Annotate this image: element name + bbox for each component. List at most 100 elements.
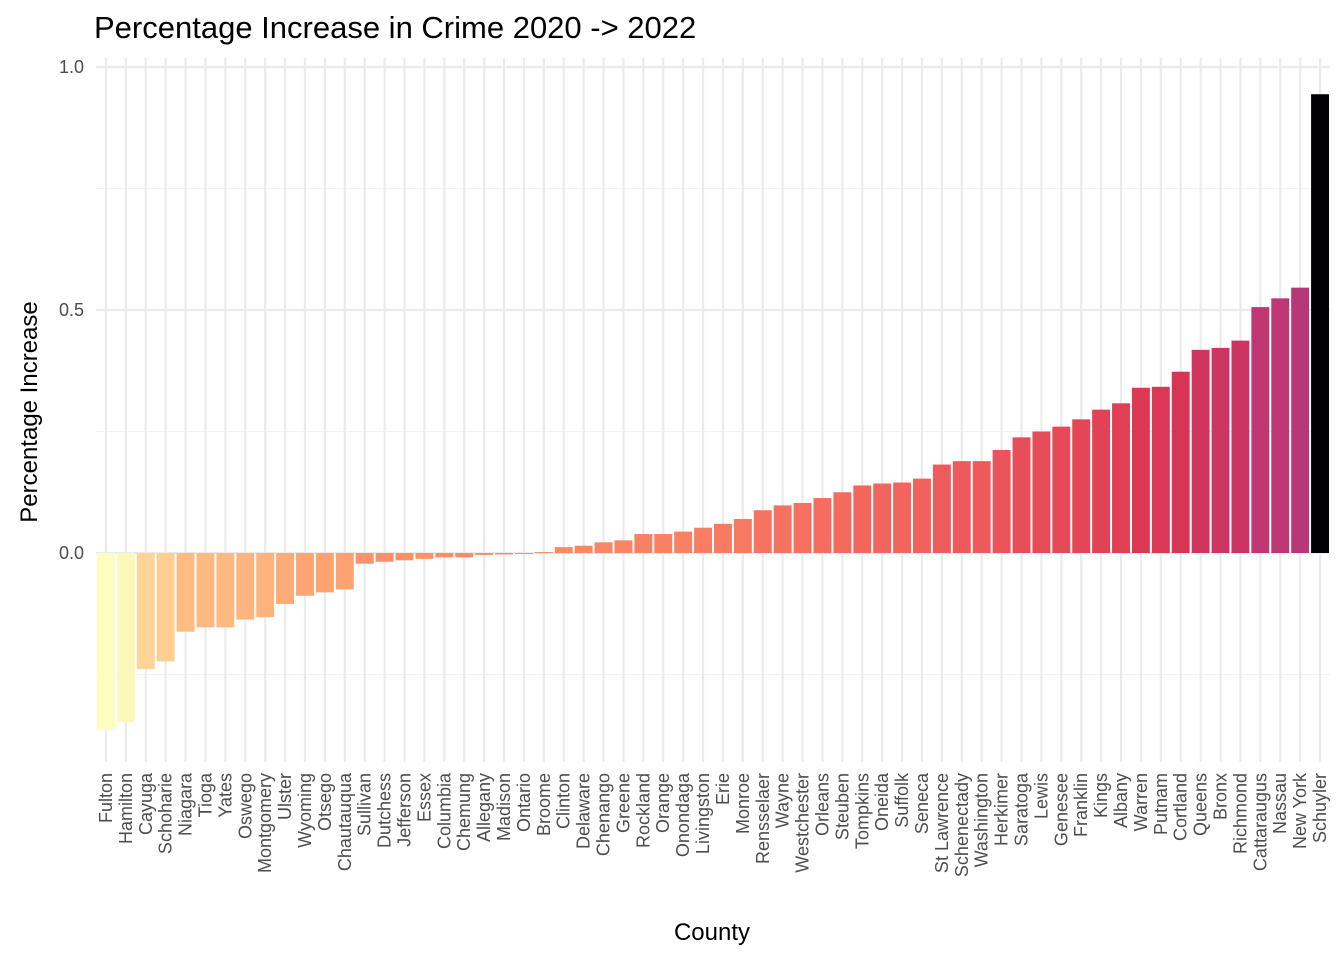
x-tick-label: Orleans: [812, 773, 832, 836]
bar-clinton: [554, 547, 573, 553]
x-tick-label: Herkimer: [992, 773, 1012, 846]
bar-greene: [614, 540, 633, 553]
bar-albany: [1112, 403, 1130, 553]
x-tick-label: St Lawrence: [932, 773, 952, 873]
bar-onondaga: [674, 531, 693, 553]
x-tick-label: Queens: [1191, 773, 1211, 836]
x-tick-label: Wyoming: [295, 773, 315, 848]
bar-chemung: [455, 553, 474, 558]
bar-richmond: [1231, 340, 1250, 553]
x-tick-label: Tioga: [195, 772, 215, 817]
x-tick-label: Rockland: [633, 773, 653, 848]
chart-title: Percentage Increase in Crime 2020 -> 202…: [94, 10, 696, 45]
x-tick-label: Chenango: [594, 773, 614, 856]
x-tick-label: Cayuga: [136, 772, 156, 835]
bar-chenango: [594, 542, 613, 553]
bar-schoharie: [156, 553, 175, 662]
x-tick-label: Sullivan: [355, 773, 375, 836]
x-tick-label: Schenectady: [952, 773, 972, 877]
bar-st-lawrence: [932, 464, 951, 553]
x-tick-label: Montgomery: [255, 773, 275, 873]
x-tick-label: Wayne: [773, 773, 793, 828]
bar-fulton: [97, 553, 115, 730]
bar-jefferson: [395, 553, 414, 561]
bar-montgomery: [256, 553, 275, 618]
x-tick-label: Yates: [215, 773, 235, 818]
bar-tioga: [196, 553, 215, 628]
bar-livingston: [694, 527, 712, 553]
x-tick-label: Ontario: [514, 773, 534, 832]
bar-steuben: [833, 492, 852, 553]
bar-cattaraugus: [1251, 307, 1270, 553]
x-tick-label: Oneida: [872, 772, 892, 831]
x-tick-label: Genesee: [1051, 773, 1071, 846]
bar-oswego: [236, 553, 255, 620]
x-tick-label: Cattaraugus: [1250, 773, 1270, 871]
x-tick-label: Hamilton: [116, 773, 136, 844]
x-tick-label: Schoharie: [156, 773, 176, 854]
x-tick-label: Richmond: [1230, 773, 1250, 854]
x-tick-label: Clinton: [554, 773, 574, 829]
bar-monroe: [733, 518, 752, 553]
bar-ontario: [514, 553, 533, 554]
bar-orleans: [813, 498, 832, 553]
x-tick-label: Tompkins: [852, 773, 872, 849]
y-axis-title: Percentage Increase: [16, 301, 43, 522]
bar-delaware: [574, 545, 593, 553]
x-tick-label: Bronx: [1211, 773, 1231, 820]
bar-bronx: [1211, 347, 1230, 553]
bar-niagara: [176, 553, 195, 632]
bar-kings: [1092, 409, 1111, 553]
x-tick-label: Warren: [1131, 773, 1151, 831]
x-tick-label: Orange: [653, 773, 673, 833]
bar-rockland: [634, 534, 653, 553]
bar-washington: [972, 461, 991, 553]
x-tick-label: Saratoga: [1012, 772, 1032, 846]
x-tick-label: Westchester: [793, 773, 813, 873]
bar-seneca: [913, 478, 931, 553]
x-tick-label: Rensselaer: [753, 773, 773, 864]
x-tick-label: Essex: [414, 773, 434, 822]
x-tick-label: Dutchess: [375, 773, 395, 848]
x-tick-label: Steuben: [832, 773, 852, 840]
bar-tompkins: [853, 485, 872, 553]
bar-rensselaer: [753, 510, 772, 553]
bar-lewis: [1032, 431, 1051, 553]
bar-essex: [415, 553, 434, 559]
x-tick-label: New York: [1290, 772, 1310, 849]
bar-franklin: [1072, 419, 1091, 553]
bar-ulster: [276, 553, 295, 605]
x-tick-label: Fulton: [96, 773, 116, 823]
x-tick-label: Niagara: [176, 772, 196, 836]
bar-nassau: [1271, 298, 1290, 553]
bar-schuyler: [1311, 94, 1329, 553]
bar-cayuga: [136, 553, 155, 670]
x-tick-label: Chemung: [454, 773, 474, 851]
y-tick-label: 0.0: [59, 543, 84, 563]
y-axis-ticks: 0.0 0.5 1.0: [59, 57, 84, 563]
bar-wyoming: [296, 553, 314, 596]
bar-herkimer: [992, 449, 1011, 553]
x-tick-label: Putnam: [1151, 773, 1171, 835]
x-tick-label: Lewis: [1031, 773, 1051, 819]
x-tick-label: Suffolk: [892, 772, 912, 828]
bar-otsego: [315, 553, 334, 593]
x-tick-label: Chautauqua: [335, 772, 355, 871]
bar-yates: [216, 553, 235, 628]
bar-chautauqua: [335, 553, 354, 590]
x-tick-label: Greene: [613, 773, 633, 833]
x-tick-label: Allegany: [474, 773, 494, 842]
x-tick-label: Nassau: [1270, 773, 1290, 834]
x-tick-label: Washington: [972, 773, 992, 867]
x-tick-label: Seneca: [912, 772, 932, 834]
x-tick-label: Ulster: [275, 773, 295, 820]
x-tick-label: Albany: [1111, 773, 1131, 828]
x-axis-title: County: [674, 919, 750, 946]
bar-columbia: [435, 553, 454, 558]
bar-erie: [714, 523, 732, 553]
bar-orange: [654, 534, 673, 553]
y-tick-label: 1.0: [59, 57, 84, 77]
bar-madison: [495, 553, 513, 555]
bar-warren: [1131, 387, 1150, 553]
x-tick-label: Erie: [713, 773, 733, 805]
